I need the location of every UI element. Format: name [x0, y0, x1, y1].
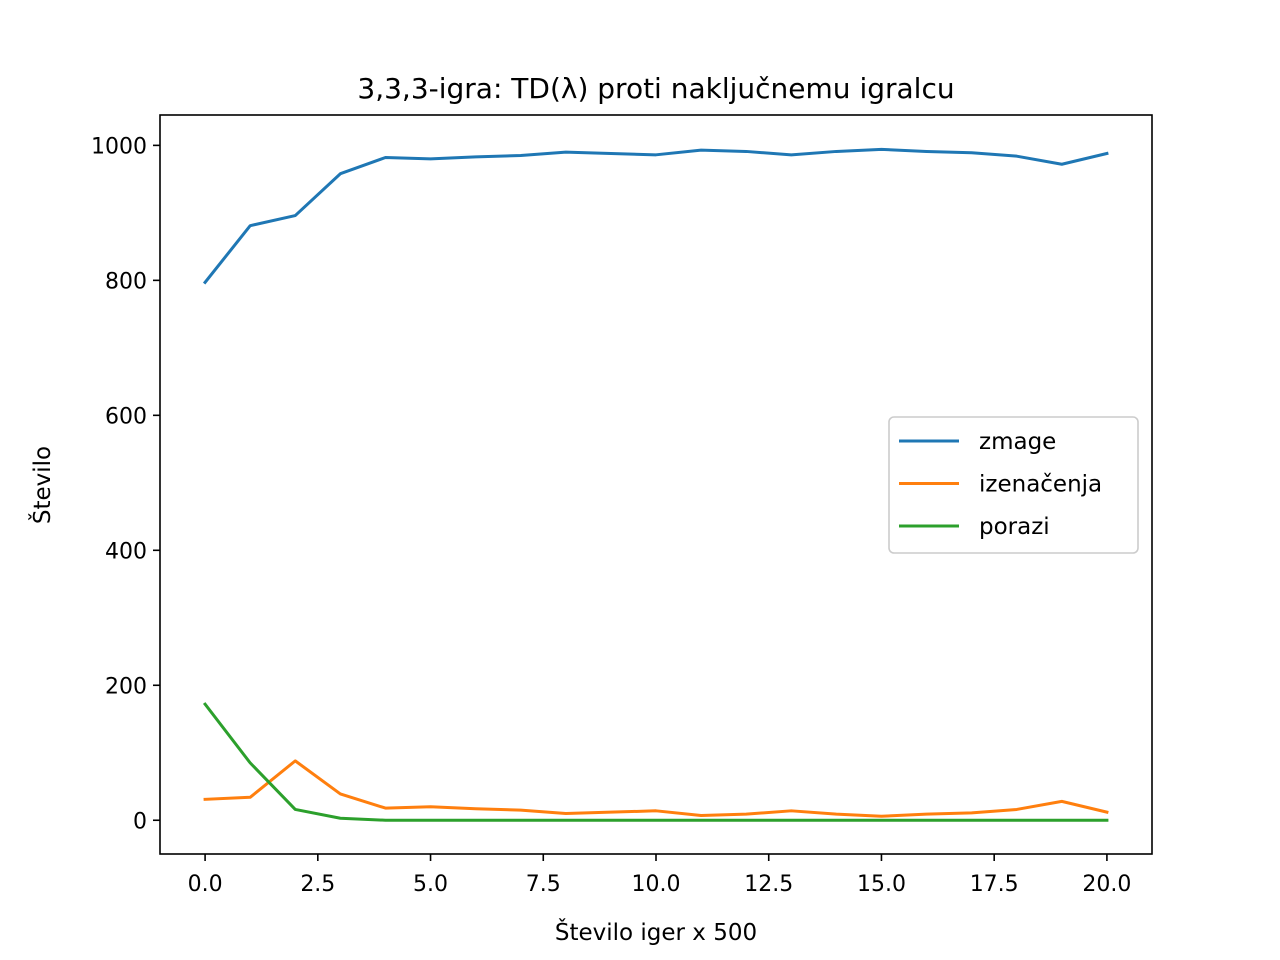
y-tick-label-2: 400: [105, 539, 147, 564]
legend: zmage izenačenja porazi: [888, 416, 1139, 554]
series-line-0: [202, 147, 1109, 285]
series-layer: [202, 147, 1109, 822]
y-tick-label-3: 600: [105, 404, 147, 429]
y-tick-label-4: 800: [105, 269, 147, 294]
y-tick-label-0: 0: [133, 809, 147, 834]
ticks-layer: 0.0 2.5 5.0 7.5 10.0 12.5 15.0 17.5 20.0 0 200 400 6…: [91, 134, 1131, 897]
x-tick-label-2: 5.0: [413, 872, 448, 897]
x-tick-label-6: 15.0: [857, 872, 906, 897]
y-axis-label: Število: [28, 446, 56, 524]
x-tick-label-3: 7.5: [526, 872, 561, 897]
x-tick-label-1: 2.5: [300, 872, 335, 897]
chart-title: 3,3,3-igra: TD(λ) proti naključnemu igra…: [357, 72, 954, 105]
y-tick-label-5: 1000: [91, 134, 147, 159]
legend-box: [888, 416, 1139, 554]
x-tick-label-4: 10.0: [632, 872, 681, 897]
plot-frame: [159, 114, 1153, 855]
legend-label-2: porazi: [979, 514, 1050, 540]
x-tick-label-5: 12.5: [744, 872, 793, 897]
x-tick-label-7: 17.5: [970, 872, 1019, 897]
series-line-2: [202, 702, 1109, 822]
legend-items: zmage izenačenja porazi: [899, 429, 1102, 540]
legend-label-1: izenačenja: [979, 472, 1102, 498]
x-tick-label-8: 20.0: [1082, 872, 1131, 897]
x-axis-label: Število iger x 500: [555, 918, 757, 946]
y-tick-label-1: 200: [105, 674, 147, 699]
series-line-1: [203, 759, 1109, 818]
x-tick-label-0: 0.0: [188, 872, 223, 897]
legend-label-0: zmage: [979, 429, 1056, 455]
